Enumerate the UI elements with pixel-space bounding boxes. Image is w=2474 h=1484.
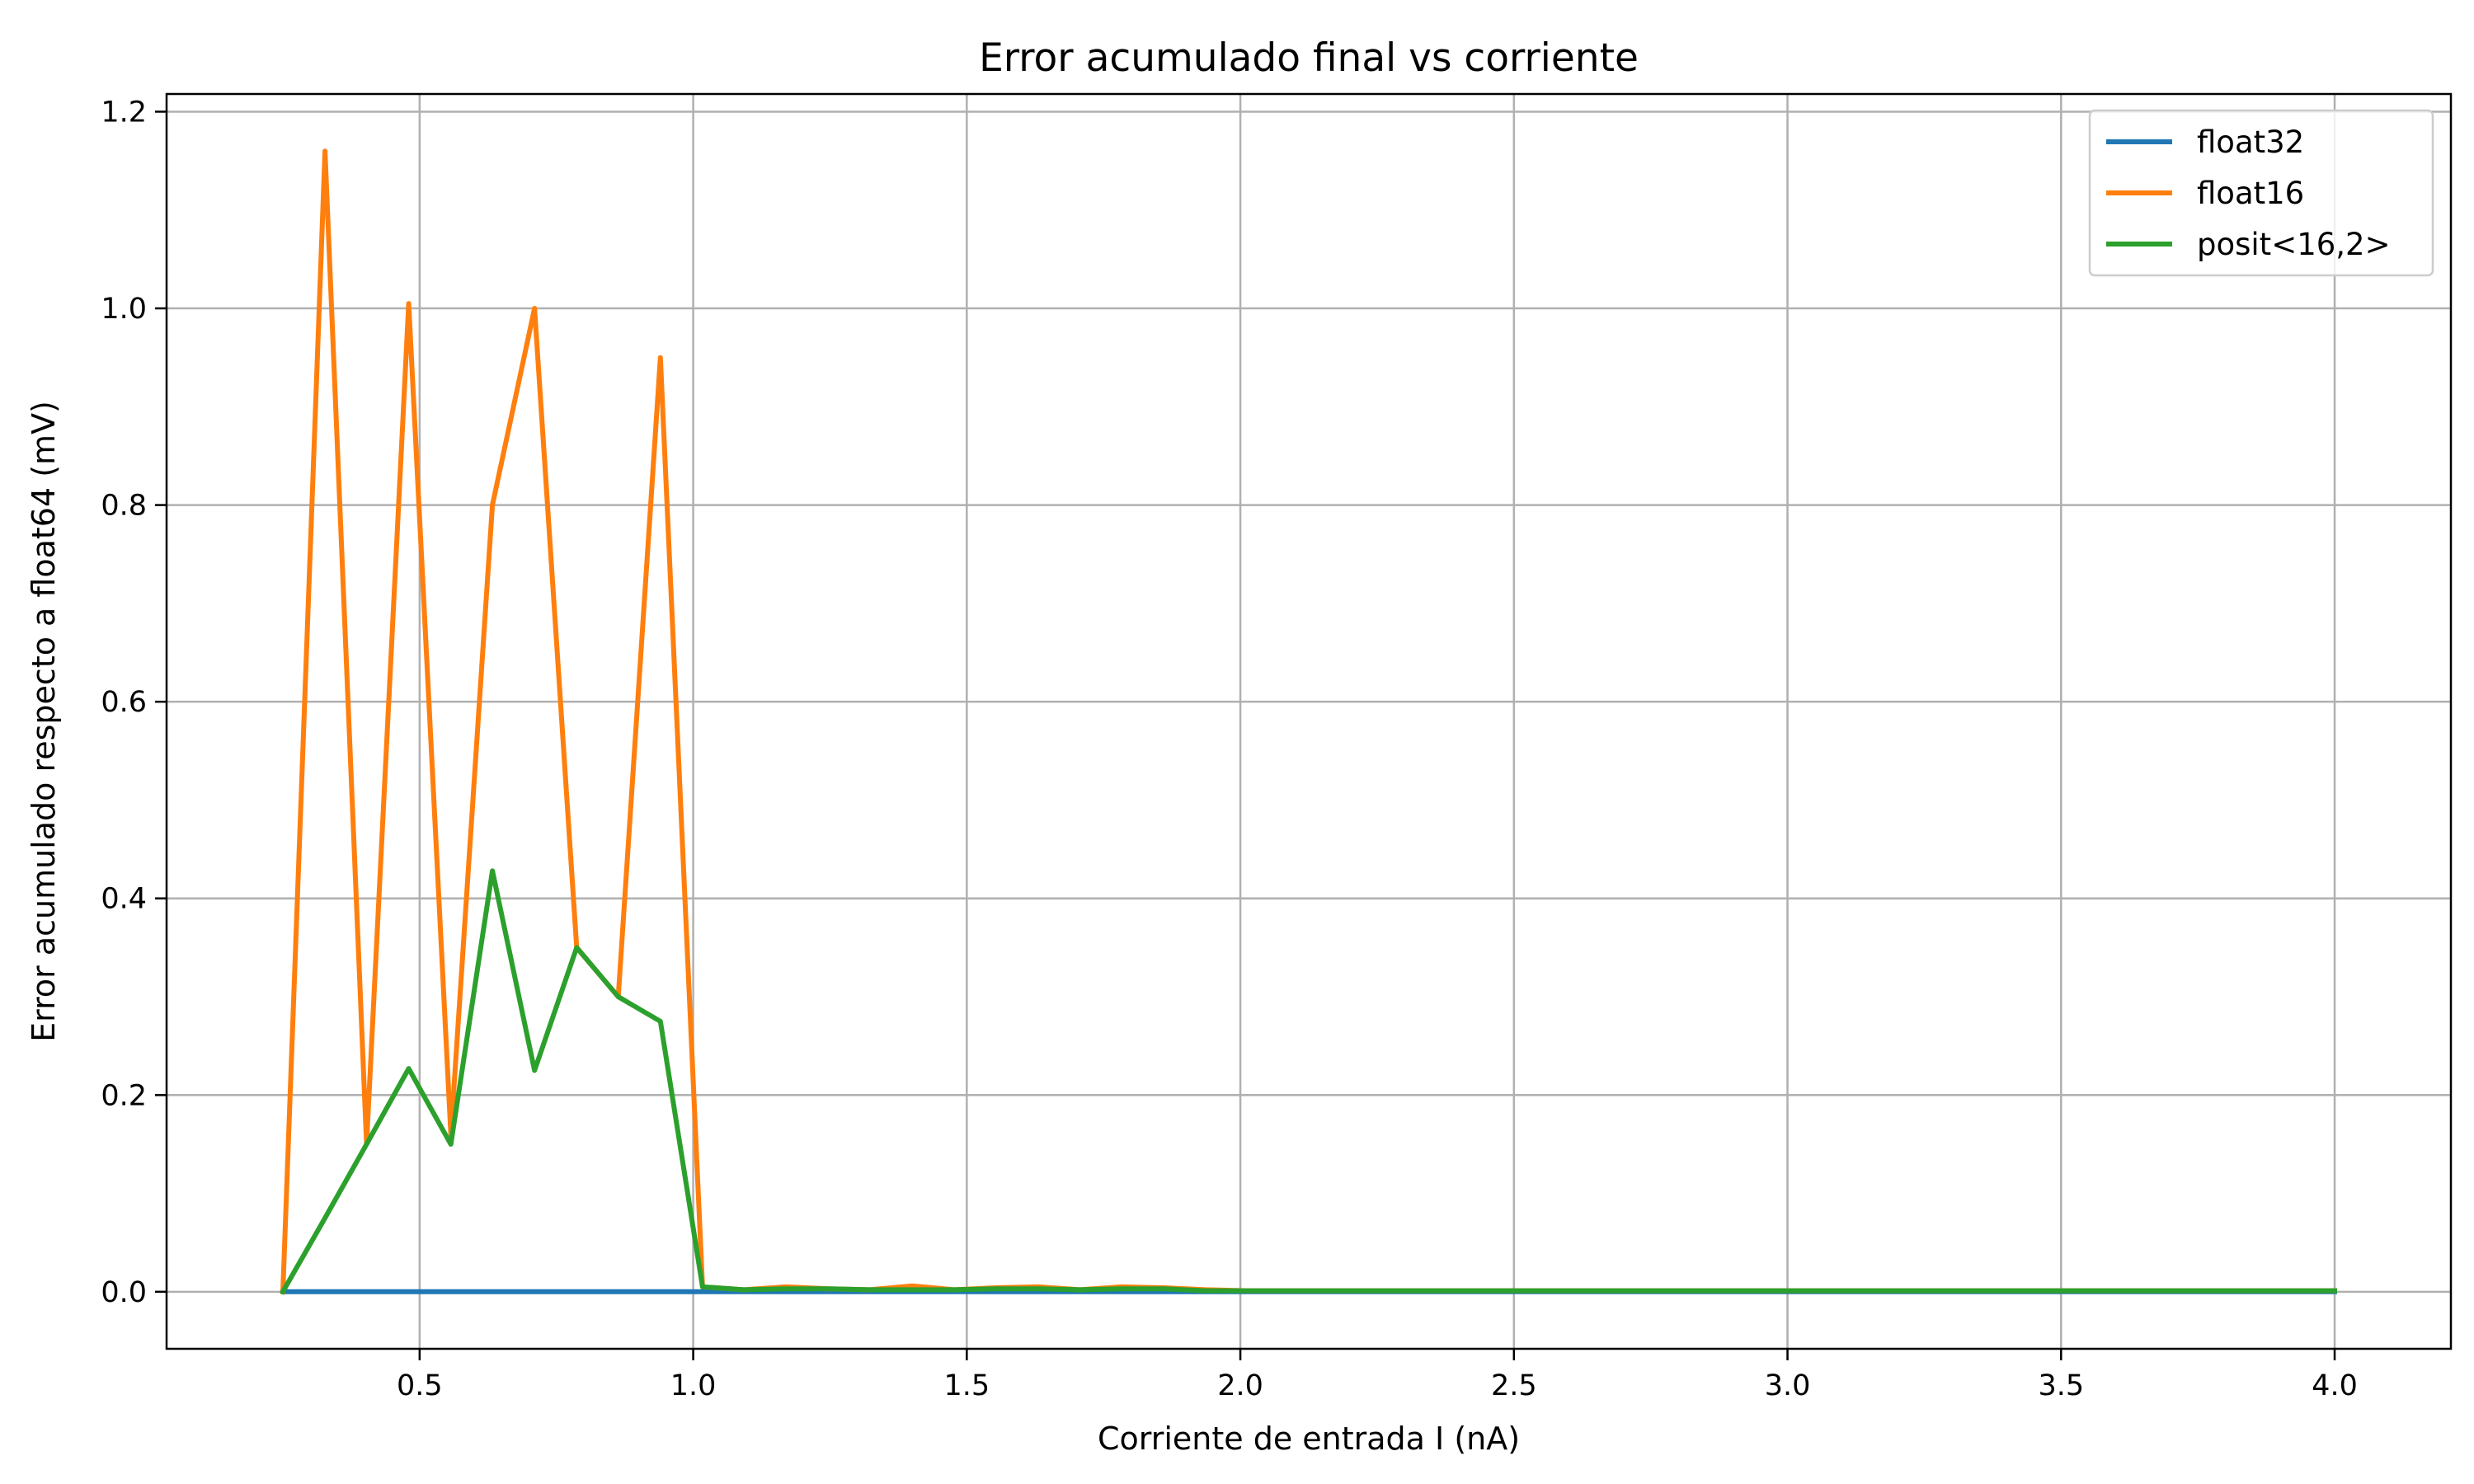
y-tick-label: 0.0	[101, 1276, 147, 1309]
x-tick-label: 2.0	[1217, 1369, 1263, 1402]
y-tick-label: 0.8	[101, 490, 147, 523]
y-tick-label: 0.2	[101, 1079, 147, 1112]
series-line-posit-16-2	[279, 868, 2337, 1295]
legend-box	[2088, 109, 2434, 277]
grid	[167, 94, 2451, 1349]
y-tick-label: 1.2	[101, 96, 147, 129]
y-tick-label: 1.0	[101, 293, 147, 326]
x-tick-label: 3.5	[2038, 1369, 2084, 1402]
x-tick-label: 2.5	[1491, 1369, 1537, 1402]
legend-label: float16	[2197, 176, 2304, 211]
x-tick-label: 1.5	[943, 1369, 990, 1402]
chart-title: Error acumulado final vs corriente	[979, 35, 1639, 81]
x-tick-label: 4.0	[2312, 1369, 2358, 1402]
series-line-float16	[280, 148, 2337, 1294]
y-axis-label: Error acumulado respecto a float64 (mV)	[26, 401, 62, 1042]
x-tick-label: 1.0	[670, 1369, 717, 1402]
legend-label: posit<16,2>	[2197, 227, 2391, 262]
legend-label: float32	[2197, 124, 2304, 160]
x-tick-label: 0.5	[397, 1369, 443, 1402]
x-tick-label: 3.0	[1765, 1369, 1811, 1402]
x-axis-label: Corriente de entrada I (nA)	[1098, 1421, 1520, 1457]
y-tick-label: 0.6	[101, 686, 147, 719]
axis-ticks: 0.5 1.0 1.5 2.0 2.5 3.0 3.5 4.0 0.0 0.2 0.4 0.6 0.8 1…	[101, 96, 2358, 1402]
series-lines	[279, 148, 2337, 1295]
legend: float32 float16 posit<16,2>	[2088, 109, 2434, 277]
plot-frame	[165, 92, 2453, 1350]
y-tick-label: 0.4	[101, 883, 147, 916]
